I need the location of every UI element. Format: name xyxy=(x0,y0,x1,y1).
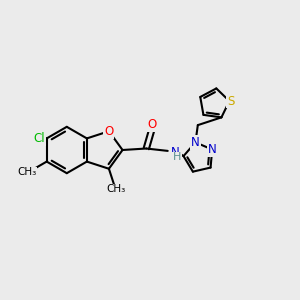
Text: S: S xyxy=(227,94,235,107)
Text: N: N xyxy=(208,143,217,156)
Text: H: H xyxy=(173,152,182,162)
Text: N: N xyxy=(171,146,179,159)
Text: O: O xyxy=(147,118,156,131)
Text: N: N xyxy=(191,136,200,149)
Text: CH₃: CH₃ xyxy=(106,184,126,194)
Text: Cl: Cl xyxy=(34,132,45,145)
Text: O: O xyxy=(104,125,113,138)
Text: CH₃: CH₃ xyxy=(17,167,37,177)
